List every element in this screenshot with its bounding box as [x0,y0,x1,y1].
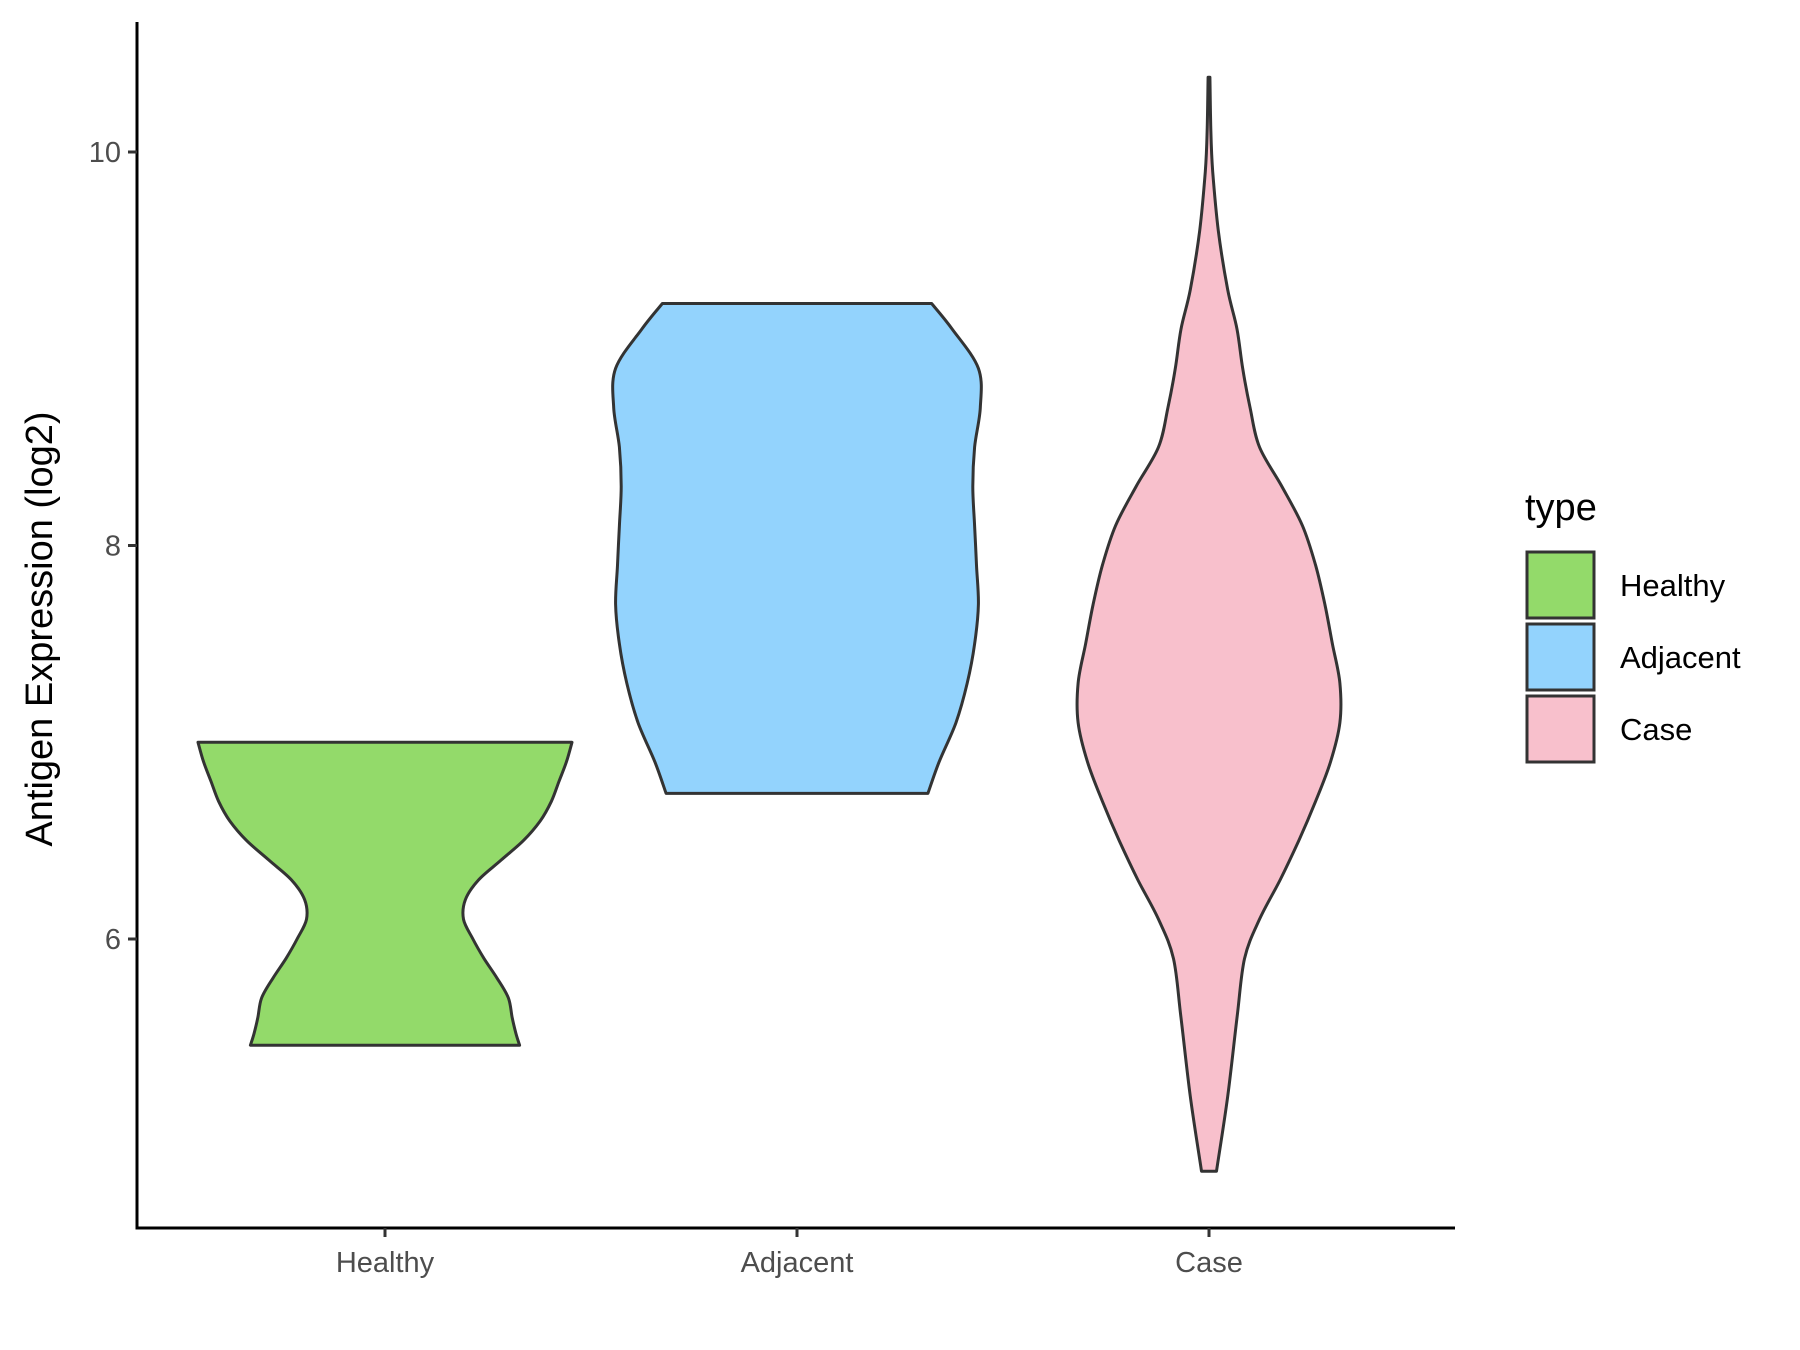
legend-title: type [1525,487,1597,529]
x-tick-label: Case [1175,1247,1243,1279]
legend-label: Case [1620,712,1692,747]
violin-case [1075,75,1343,1173]
x-tick-label: Adjacent [741,1247,854,1279]
axis-lines [135,22,1455,1230]
x-tick-label: Healthy [336,1247,435,1279]
legend-key-healthy [1525,550,1596,620]
y-tick-label: 8 [105,531,121,563]
axes-layer: 6 8 10 Healthy Adjacent Case [89,22,1455,1279]
legend-label: Healthy [1620,568,1726,603]
violins-layer [196,75,1343,1173]
legend-key-case [1525,694,1596,764]
violin-healthy [196,740,574,1047]
legend-label: Adjacent [1620,640,1741,675]
legend: type Healthy Adjacent Case [1525,487,1741,764]
y-tick-label: 6 [105,924,121,956]
legend-key-adjacent [1525,622,1596,692]
y-axis-title: Antigen Expression (log2) [19,411,61,846]
violin-adjacent [611,302,983,795]
y-tick-label: 10 [89,137,121,169]
